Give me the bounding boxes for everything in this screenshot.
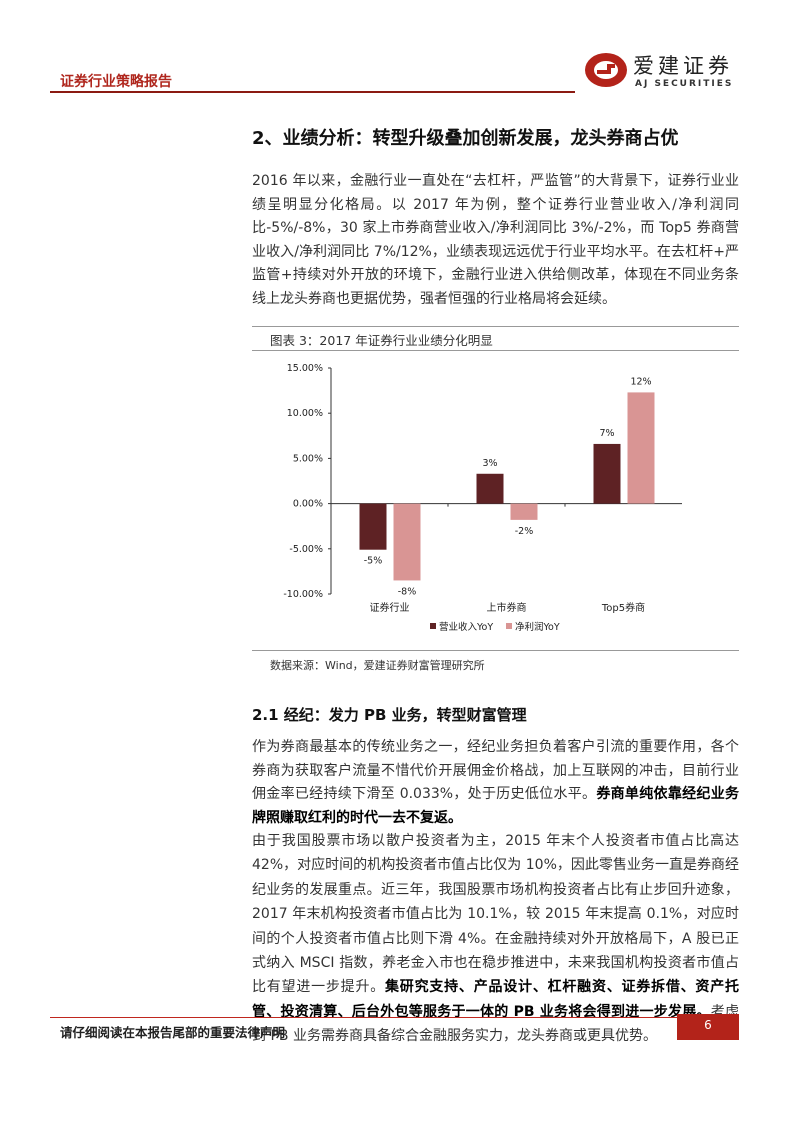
- data-label: 7%: [599, 428, 614, 439]
- y-tick-label: 15.00%: [287, 363, 323, 374]
- y-tick-label: 5.00%: [293, 453, 323, 464]
- y-tick-label: 0.00%: [293, 499, 323, 510]
- body-text: 由于我国股票市场以散户投资者为主，2015 年末个人投资者市值占比高达 42%，…: [252, 833, 739, 996]
- bar-net-profit: [510, 503, 538, 520]
- data-label: -8%: [398, 586, 417, 597]
- company-logo: 爱建证券 AJ SECURITIES: [583, 46, 743, 94]
- logo-text-en: AJ SECURITIES: [635, 79, 734, 89]
- emphasized-text: 券商单纯依靠经纪业务牌照赚取红利的时代一去不复返。: [252, 786, 740, 826]
- section-paragraph: 2016 年以来，金融行业一直处在“去杠杆，严监管”的大背景下，证券行业业绩呈明…: [252, 173, 739, 307]
- bar-revenue: [476, 473, 504, 504]
- legend-swatch: [506, 623, 512, 629]
- page-number: 6: [677, 1014, 739, 1040]
- logo-text-cn: 爱建证券: [633, 54, 733, 78]
- bar-chart: 15.00% 10.00% 5.00% 0.00% -5.00% -10.00% 证券行业 -…: [283, 363, 682, 633]
- paragraph-brokerage-2: 由于我国股票市场以散户投资者为主，2015 年末个人投资者市值占比高达 42%，…: [252, 829, 739, 1049]
- data-label: 3%: [482, 458, 497, 469]
- bar-revenue: [593, 443, 621, 504]
- y-tick-label: 10.00%: [287, 408, 323, 419]
- section-title: 2、业绩分析：转型升级叠加创新发展，龙头券商占优: [252, 128, 679, 149]
- legend-label: 净利润YoY: [515, 621, 560, 633]
- data-label: -5%: [364, 556, 383, 567]
- figure-title-rule: [252, 350, 739, 351]
- legend-swatch: [430, 623, 436, 629]
- y-tick-label: -5.00%: [289, 544, 323, 555]
- report-type-header: 证券行业策略报告: [60, 74, 172, 90]
- legend-label: 营业收入YoY: [439, 621, 493, 633]
- footer-disclaimer: 请仔细阅读在本报告尾部的重要法律声明: [60, 1025, 286, 1040]
- y-tick-label: -10.00%: [283, 589, 323, 600]
- figure-title: 图表 3：2017 年证券行业业绩分化明显: [270, 333, 493, 348]
- x-tick-label: 证券行业: [370, 601, 410, 614]
- paragraph-brokerage-1: 作为券商最基本的传统业务之一，经纪业务担负着客户引流的重要作用，各个券商为获取客…: [252, 736, 739, 830]
- bar-net-profit: [393, 503, 421, 581]
- logo-mark-icon: [585, 53, 627, 87]
- bar-net-profit: [627, 392, 655, 504]
- x-tick-label: 上市券商: [487, 601, 527, 614]
- data-label: 12%: [630, 376, 651, 387]
- figure-bottom-rule: [252, 650, 739, 651]
- figure-source: 数据来源：Wind，爱建证券财富管理研究所: [270, 659, 485, 672]
- footer-divider: [50, 1017, 677, 1018]
- emphasized-text: 集研究支持、产品设计、杠杆融资、证券拆借、资产托管、投资清算、后台外包等服务于一…: [252, 979, 739, 1020]
- subsection-title: 2.1 经纪：发力 PB 业务，转型财富管理: [252, 706, 527, 724]
- bar-revenue: [359, 503, 387, 550]
- body-text: 作为券商最基本的传统业务之一，经纪业务担负着客户引流的重要作用，各个券商为获取客…: [252, 739, 739, 803]
- header-divider: [50, 91, 575, 93]
- x-tick-label: Top5券商: [601, 601, 645, 614]
- data-label: -2%: [515, 526, 534, 537]
- figure-top-rule: [252, 326, 739, 327]
